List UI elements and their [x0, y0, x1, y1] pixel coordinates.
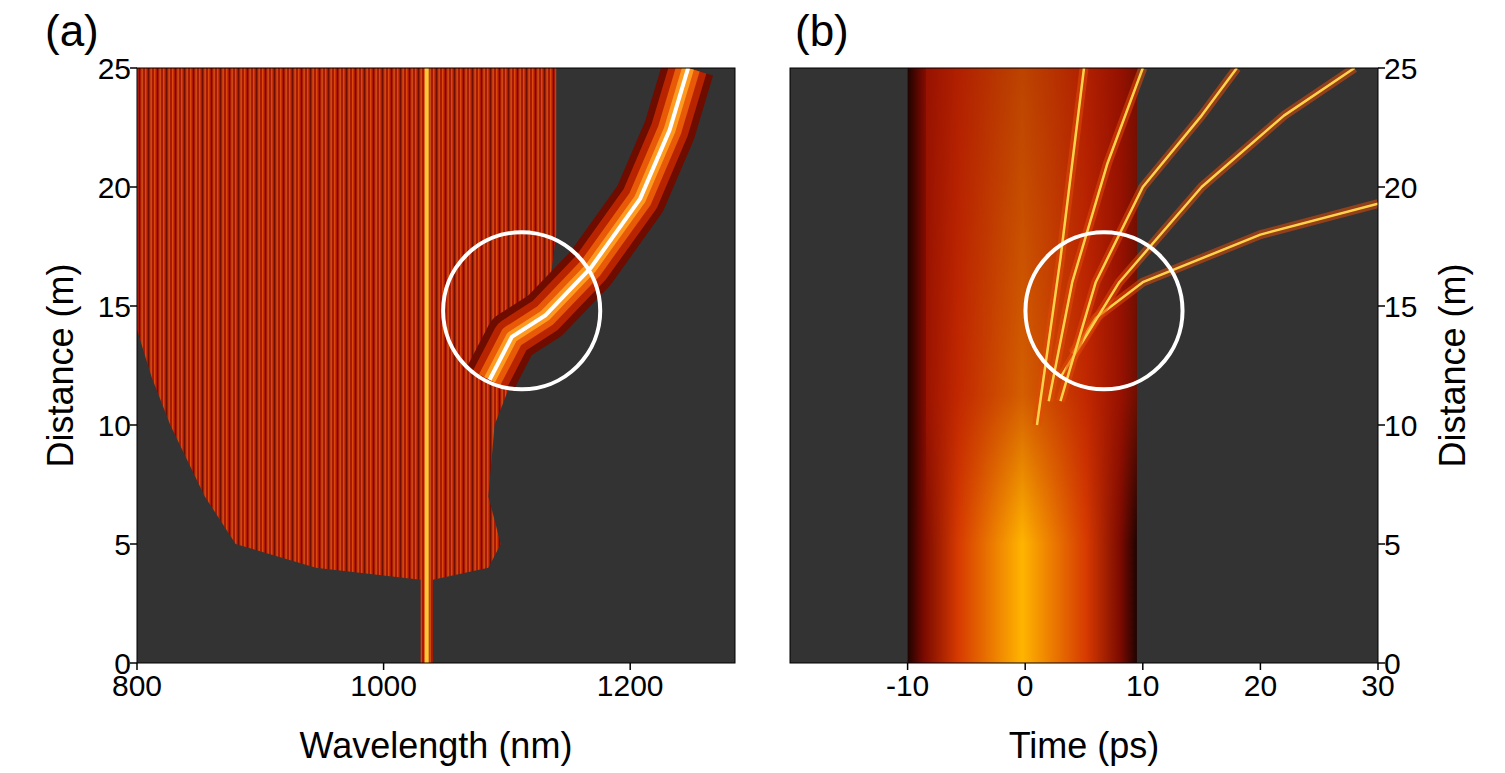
pump-line	[425, 68, 429, 663]
soliton-tube	[490, 68, 689, 380]
y-tick-label: 20	[98, 171, 131, 204]
y-tick	[130, 305, 137, 307]
frame	[790, 68, 1378, 663]
figure: 800100012000510152025Wavelength (nm)Dist…	[0, 0, 1505, 773]
trajectory	[490, 68, 689, 380]
y-tick	[130, 543, 137, 545]
y-tick	[130, 67, 137, 69]
marks	[137, 68, 688, 663]
plot-area	[790, 68, 1378, 663]
highlight-circle	[1025, 232, 1182, 389]
y-tick-label: 10	[1384, 409, 1417, 442]
soliton-tube	[490, 68, 689, 380]
soliton-tube	[490, 68, 689, 380]
soliton-tube	[490, 68, 689, 380]
x-tick-label: 10	[1126, 669, 1159, 702]
y-tick-label: 5	[1384, 528, 1401, 561]
highlight-circle	[443, 232, 600, 389]
x-tick-label: 0	[1017, 669, 1034, 702]
x-tick-label: 1000	[350, 669, 417, 702]
x-axis-label: Wavelength (nm)	[300, 725, 573, 766]
x-tick-label: 20	[1244, 669, 1277, 702]
y-tick-label: 0	[1384, 647, 1401, 680]
y-tick-label: 0	[114, 647, 131, 680]
y-tick-label: 10	[98, 409, 131, 442]
y-tick-label: 5	[114, 528, 131, 561]
pulse	[908, 68, 1137, 663]
y-axis-label: Distance (m)	[40, 263, 81, 467]
y-tick-label: 15	[98, 290, 131, 323]
panel: -1001020300510152025Time (ps)Distance (m…	[790, 6, 1473, 766]
frame	[137, 68, 735, 663]
y-tick-label: 15	[1384, 290, 1417, 323]
y-tick	[130, 662, 137, 664]
x-tick-label: 1200	[597, 669, 664, 702]
plot-area	[137, 68, 735, 663]
y-tick-label: 20	[1384, 171, 1417, 204]
x-axis-label: Time (ps)	[1009, 725, 1160, 766]
panel-label: (a)	[45, 6, 99, 55]
panel: 800100012000510152025Wavelength (nm)Dist…	[40, 6, 735, 766]
y-tick-label: 25	[98, 52, 131, 85]
y-tick-label: 25	[1384, 52, 1417, 85]
y-tick	[130, 424, 137, 426]
panel-label: (b)	[795, 6, 849, 55]
x-tick-label: -10	[886, 669, 929, 702]
y-tick	[130, 186, 137, 188]
marks	[908, 68, 1378, 663]
y-axis-label: Distance (m)	[1432, 263, 1473, 467]
